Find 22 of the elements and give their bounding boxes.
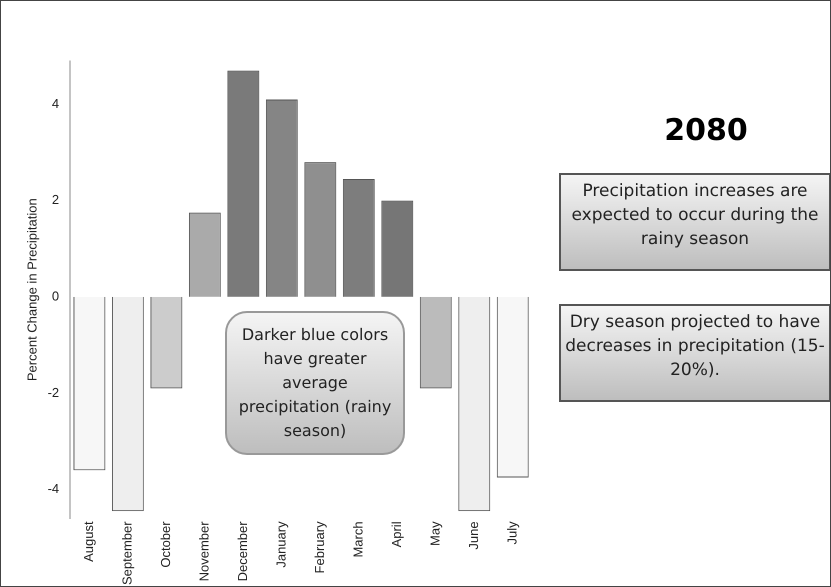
y-tick-label: -4 [48, 481, 60, 496]
x-tick-label: March [350, 521, 366, 558]
text: Precipitation increases are expected to occur during the rainy season [559, 173, 831, 271]
x-tick-label: May [427, 520, 442, 546]
x-tick-label: April [388, 521, 404, 548]
y-tick-label: -2 [48, 384, 60, 400]
x-tick-label: July [504, 520, 520, 545]
x-tick-label: September [119, 520, 134, 586]
y-tick-label: 4 [52, 96, 60, 111]
y-tick-label: 0 [52, 288, 60, 304]
y-axis-title: Percent Change in Precipitation [24, 198, 40, 382]
x-tick-label: February [312, 520, 327, 574]
text: 2080 [663, 113, 749, 148]
x-tick-label: June [466, 521, 481, 550]
x-tick-label: November [196, 520, 212, 582]
y-tick-label: 2 [52, 192, 60, 208]
x-tick-label: August [80, 521, 96, 562]
text: Dry season projected to have decreases in precipitation (15-20%). [559, 304, 831, 402]
annotation: Darker blue colors have greater average precipitation (rainy season) [225, 311, 405, 455]
x-tick-label: January [273, 520, 288, 568]
x-tick-label: October [158, 520, 173, 568]
x-tick-label: December [234, 520, 250, 582]
